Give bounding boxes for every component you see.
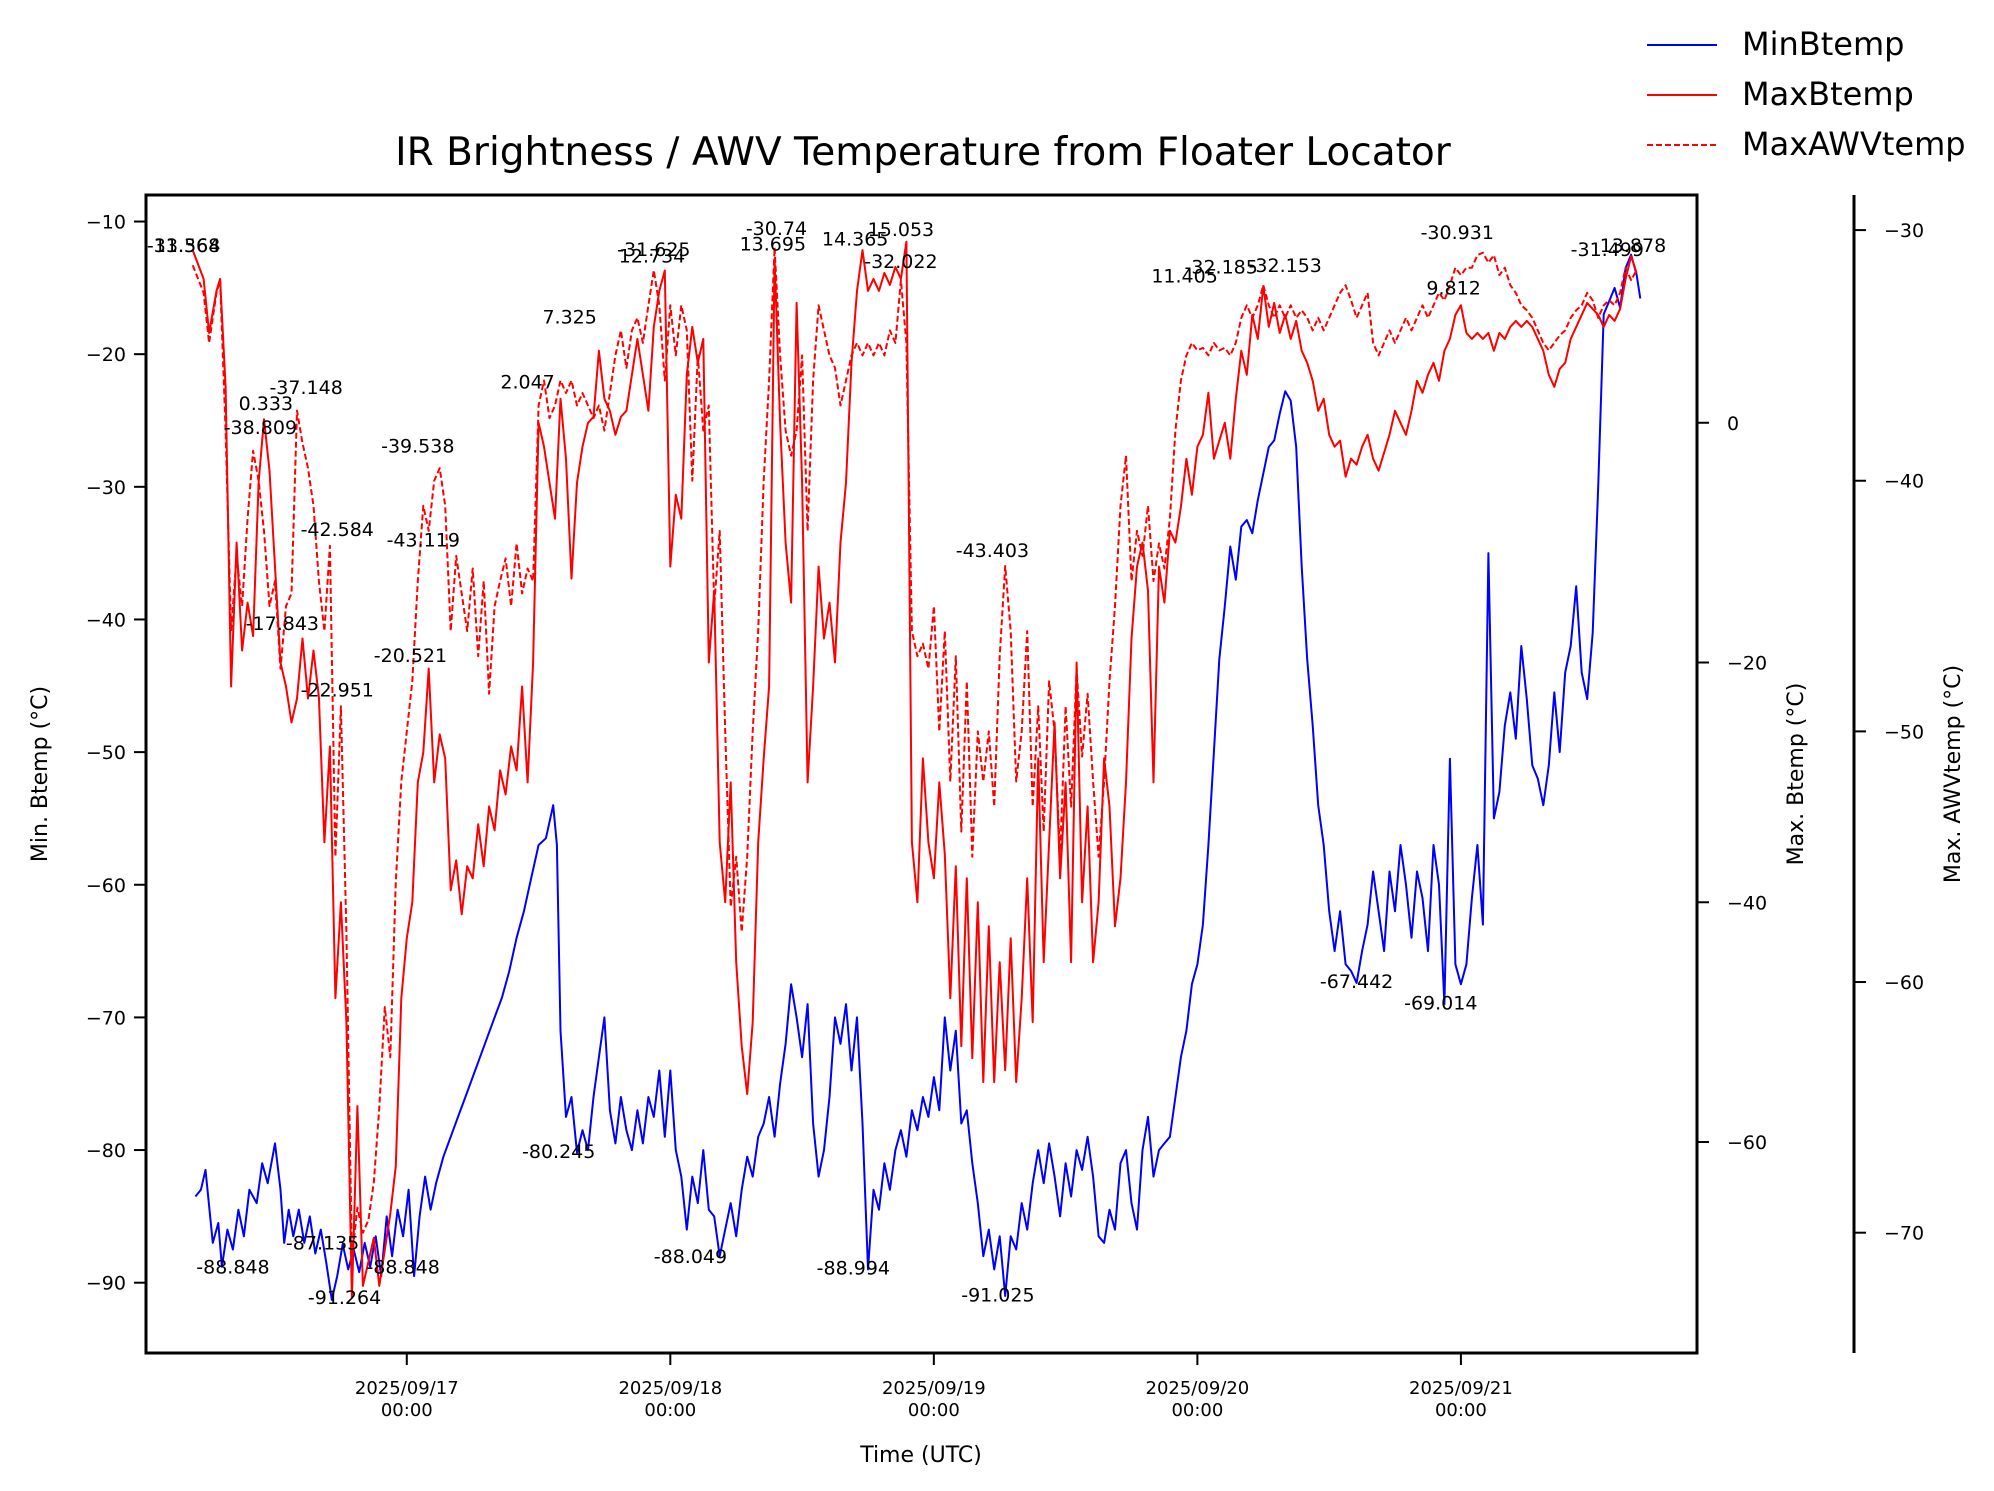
- x-tick-label: 2025/09/19: [882, 1378, 986, 1399]
- x-tick-label: 00:00: [908, 1400, 960, 1421]
- right2-tick-label: −70: [1884, 1223, 1924, 1245]
- right2-tick-label: −50: [1884, 721, 1924, 743]
- data-label: -31.499: [1571, 239, 1644, 261]
- legend: MinBtemp MaxBtemp MaxAWVtemp: [1647, 25, 1966, 163]
- left-tick-label: −90: [86, 1273, 126, 1295]
- left-tick-label: −60: [86, 875, 126, 897]
- data-label: -22.951: [301, 679, 374, 701]
- data-label: -43.119: [387, 530, 460, 552]
- data-label: -38.809: [224, 417, 297, 439]
- left-tick-label: −20: [86, 344, 126, 366]
- data-label: -32.022: [864, 251, 937, 273]
- series-line-maxawvtemp: [191, 246, 1638, 1259]
- x-tick-label: 00:00: [644, 1400, 696, 1421]
- data-label: 12.734: [619, 246, 685, 268]
- left-tick-label: −40: [86, 609, 126, 631]
- data-label: 9.812: [1426, 277, 1480, 299]
- data-label: -31.368: [147, 235, 220, 257]
- left-axis-label: Min. Btemp (°C): [28, 686, 53, 862]
- legend-label: MaxBtemp: [1742, 75, 1914, 113]
- left-tick-label: −10: [86, 212, 126, 234]
- x-tick-label: 2025/09/20: [1146, 1378, 1250, 1399]
- left-tick-label: −50: [86, 742, 126, 764]
- data-label: -88.848: [366, 1256, 439, 1278]
- data-label: -17.843: [246, 613, 319, 635]
- data-label: -30.74: [746, 218, 807, 240]
- right1-tick-label: 0: [1727, 413, 1739, 435]
- right1-axis-label: Max. Btemp (°C): [1784, 683, 1809, 866]
- data-label: -37.148: [269, 377, 342, 399]
- data-label: -67.442: [1320, 971, 1393, 993]
- data-label: 13.564: [154, 235, 220, 257]
- data-label: -87.135: [286, 1233, 359, 1255]
- data-label: -39.538: [381, 435, 454, 457]
- data-label: -69.014: [1404, 992, 1477, 1014]
- right2-tick-label: −60: [1884, 972, 1924, 994]
- data-label: 2.047: [500, 372, 554, 394]
- right1-tick-label: −20: [1727, 653, 1767, 675]
- x-tick-label: 00:00: [381, 1400, 433, 1421]
- plot-frame: [144, 193, 1699, 1355]
- data-label: -32.153: [1249, 255, 1322, 277]
- data-label: -42.584: [301, 519, 374, 541]
- data-label: -80.245: [522, 1141, 595, 1163]
- right1-tick-label: −40: [1727, 892, 1767, 914]
- legend-label: MaxAWVtemp: [1742, 125, 1966, 163]
- data-label: -31.625: [617, 239, 690, 261]
- right2-tick-label: −30: [1884, 220, 1924, 242]
- left-tick-label: −30: [86, 477, 126, 499]
- series-line-minbtemp: [194, 253, 1642, 1301]
- data-label: -91.264: [308, 1287, 381, 1309]
- x-axis-label: Time (UTC): [859, 1443, 982, 1468]
- chart-title: IR Brightness / AWV Temperature from Flo…: [395, 130, 1452, 175]
- x-tick-label: 2025/09/17: [355, 1378, 459, 1399]
- left-tick-label: −80: [86, 1140, 126, 1162]
- data-label: 14.365: [822, 228, 888, 250]
- data-label: -32.185: [1185, 256, 1258, 278]
- series-line-maxbtemp: [191, 240, 1638, 1299]
- left-tick-label: −70: [86, 1007, 126, 1029]
- data-label: -30.931: [1421, 222, 1494, 244]
- data-label: -88.994: [817, 1258, 890, 1280]
- data-label: -88.049: [654, 1246, 727, 1268]
- data-label: 0.333: [239, 393, 293, 415]
- data-label: 15.053: [868, 219, 934, 241]
- data-label: -20.521: [374, 645, 447, 667]
- right1-tick-label: −60: [1727, 1132, 1767, 1154]
- x-tick-label: 00:00: [1435, 1400, 1487, 1421]
- legend-label: MinBtemp: [1742, 25, 1904, 63]
- data-label: -88.848: [196, 1256, 269, 1278]
- data-label: -91.025: [961, 1284, 1034, 1306]
- right2-tick-label: −40: [1884, 471, 1924, 493]
- x-tick-label: 00:00: [1171, 1400, 1223, 1421]
- x-tick-label: 2025/09/21: [1409, 1378, 1513, 1399]
- data-label: 13.695: [740, 234, 806, 256]
- x-tick-label: 2025/09/18: [618, 1378, 722, 1399]
- right2-axis-label: Max. AWVtemp (°C): [1941, 665, 1966, 883]
- data-label: -43.403: [956, 540, 1029, 562]
- data-label: 7.325: [542, 307, 596, 329]
- data-label: 11.405: [1151, 266, 1217, 288]
- data-label: 13.878: [1600, 235, 1666, 257]
